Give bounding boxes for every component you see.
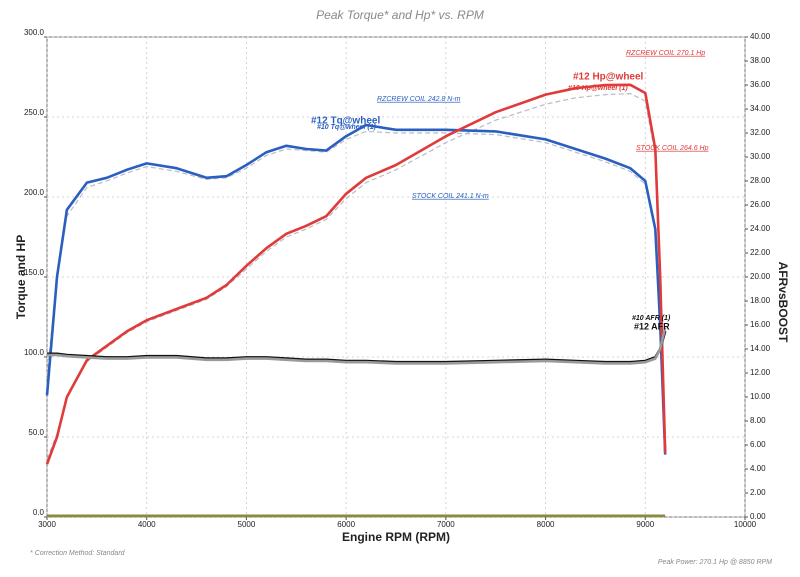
x-tick-label: 5000 xyxy=(238,520,256,529)
series-line xyxy=(46,93,666,460)
y2-tick-label: 40.00 xyxy=(750,32,771,41)
series-line xyxy=(45,123,667,455)
y2-axis-label: AFRvsBOOST xyxy=(776,262,790,343)
series-line xyxy=(46,130,666,454)
x-tick-label: 4000 xyxy=(138,520,156,529)
x-tick-label: 8000 xyxy=(537,520,555,529)
y-axis-label: Torque and HP xyxy=(14,235,28,319)
y-tick-label: 200.0 xyxy=(24,188,45,197)
y-tick-label: 50.0 xyxy=(28,428,44,437)
series-label: #10 Hp@wheel (1) xyxy=(568,85,628,92)
y2-tick-label: 38.00 xyxy=(750,56,771,65)
y2-tick-label: 14.00 xyxy=(750,344,771,353)
annotation: RZCREW COIL 242.8 N-m xyxy=(377,96,461,103)
y2-tick-label: 18.00 xyxy=(750,296,771,305)
y2-tick-label: 2.00 xyxy=(750,488,766,497)
x-tick-label: 7000 xyxy=(437,520,455,529)
y2-tick-label: 0.00 xyxy=(750,512,766,521)
chart-title: Peak Torque* and Hp* vs. RPM xyxy=(316,8,484,22)
y-tick-label: 0.0 xyxy=(33,508,45,517)
y2-tick-label: 24.00 xyxy=(750,224,771,233)
y-tick-label: 100.0 xyxy=(24,348,45,357)
y2-tick-label: 10.00 xyxy=(750,392,771,401)
x-axis-label: Engine RPM (RPM) xyxy=(342,530,450,544)
series-label: #12 Hp@wheel xyxy=(573,72,644,83)
y2-tick-label: 36.00 xyxy=(750,80,771,89)
series-label: #10 Tq@wheel (1) xyxy=(317,124,377,131)
y2-tick-label: 28.00 xyxy=(750,176,771,185)
x-tick-label: 3000 xyxy=(38,520,56,529)
y2-tick-label: 20.00 xyxy=(750,272,771,281)
x-tick-label: 6000 xyxy=(337,520,355,529)
y2-tick-label: 32.00 xyxy=(750,128,771,137)
annotation: STOCK COIL 241.1 N-m xyxy=(412,193,489,200)
footnote: * Correction Method: Standard xyxy=(30,550,126,557)
series-label: #10 AFR (1) xyxy=(632,315,671,322)
x-tick-label: 9000 xyxy=(636,520,654,529)
y2-tick-label: 16.00 xyxy=(750,320,771,329)
y2-tick-label: 30.00 xyxy=(750,152,771,161)
y-tick-label: 150.0 xyxy=(24,268,45,277)
y-tick-label: 250.0 xyxy=(24,108,45,117)
y2-tick-label: 6.00 xyxy=(750,440,766,449)
y2-tick-label: 26.00 xyxy=(750,200,771,209)
peak-power: Peak Power: 270.1 Hp @ 8850 RPM xyxy=(658,559,772,566)
y2-tick-label: 12.00 xyxy=(750,368,771,377)
series-line xyxy=(47,327,667,365)
series-label: #12 Tq@wheel xyxy=(311,116,380,127)
annotation: RZCREW COIL 270.1 Hp xyxy=(626,50,705,57)
series-label: #12 AFR xyxy=(634,321,670,331)
y2-tick-label: 4.00 xyxy=(750,464,766,473)
y2-tick-label: 8.00 xyxy=(750,416,766,425)
annotation: STOCK COIL 264.6 Hp xyxy=(636,145,709,152)
y2-tick-label: 22.00 xyxy=(750,248,771,257)
x-tick-label: 10000 xyxy=(734,520,757,529)
y2-tick-label: 34.00 xyxy=(750,104,771,113)
y-tick-label: 300.0 xyxy=(24,28,45,37)
series-line xyxy=(45,83,667,465)
